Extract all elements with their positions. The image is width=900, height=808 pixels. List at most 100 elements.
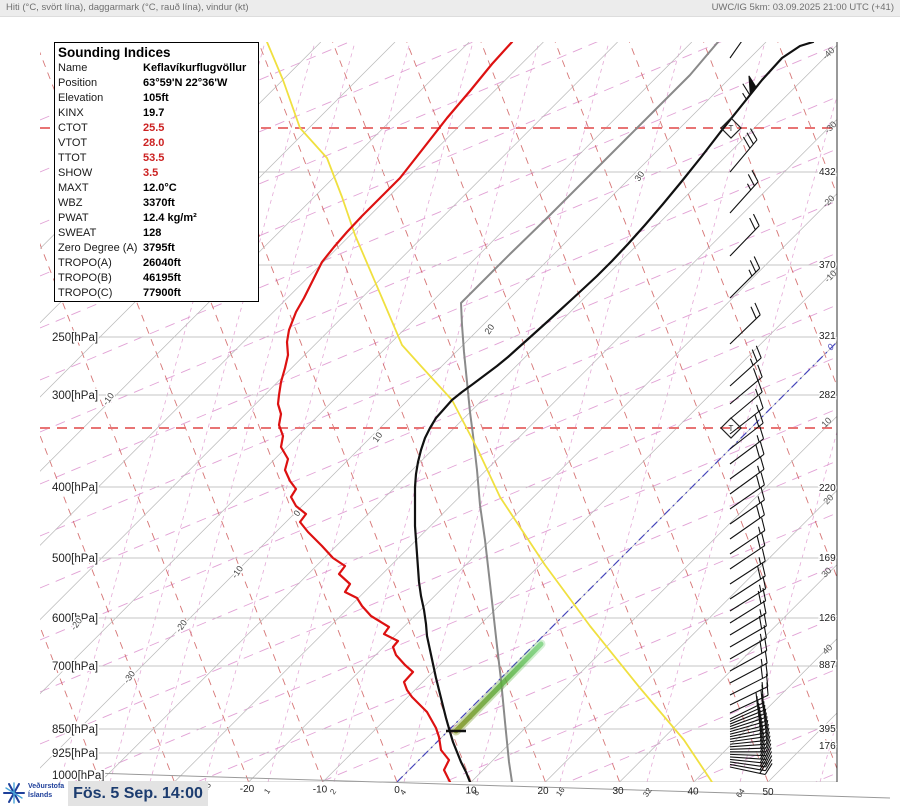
isotherm-exit-label: 0 [825, 342, 836, 353]
index-row: VTOT 28.0 [55, 136, 258, 151]
wind-barb [729, 575, 767, 612]
index-value: 26040ft [143, 257, 181, 269]
dry-adiabat-line [183, 42, 472, 782]
index-label: VTOT [58, 137, 88, 149]
temp-axis-label: 30 [612, 786, 624, 797]
isotherm-line [322, 267, 837, 782]
pressure-axis-label: 500[hPa] [52, 553, 98, 565]
index-value: 105ft [143, 92, 169, 104]
index-value: 12.4 kg/m² [143, 212, 197, 224]
index-label: TROPO(C) [58, 287, 113, 299]
mixing-ratio-label: 4 [398, 787, 408, 796]
wind-barb [729, 762, 773, 776]
wind-barb [729, 128, 758, 173]
temp-axis-label: 20 [537, 786, 549, 797]
height-axis-label: 169 [819, 553, 836, 564]
index-value: 46195ft [143, 272, 181, 284]
wind-barb [729, 746, 772, 760]
wind-barb [729, 410, 764, 450]
index-value: 12.0°C [143, 182, 177, 194]
wind-barb [729, 548, 766, 585]
index-row: MAXT 12.0°C [55, 181, 258, 196]
temp-axis-label: 50 [762, 787, 774, 798]
dry-adiabat-line [109, 42, 398, 782]
temp-axis-label: 40 [687, 787, 699, 798]
index-row: TROPO(C) 77900ft [55, 286, 258, 301]
top-status-bar: Hiti (°C, svört lína), daggarmark (°C, r… [0, 0, 900, 17]
wind-barb [729, 587, 767, 624]
wind-barb [729, 42, 742, 59]
wind-barb [729, 502, 765, 540]
wind-barb [729, 379, 763, 420]
wind-barb [729, 441, 765, 480]
bottom-axis-line [91, 772, 891, 799]
moist-adiabat-line [40, 408, 837, 745]
index-label: Zero Degree (A) [58, 242, 138, 254]
pressure-axis-label: 250[hPa] [52, 332, 98, 344]
moist-adiabat-line [566, 668, 837, 782]
height-axis-label: 126 [819, 613, 836, 624]
temp-axis-label: -10 [313, 784, 328, 795]
temp-axis-label: 10 [465, 785, 477, 796]
height-axis-label: 370 [819, 260, 836, 271]
moist-adiabat-line [443, 616, 837, 782]
wind-barb [729, 750, 772, 764]
wind-barb [729, 487, 765, 525]
isotherm-line [470, 415, 837, 782]
wind-barb [729, 472, 765, 510]
height-axis-label: 176 [819, 741, 836, 752]
height-axis-label: 220 [819, 483, 836, 494]
index-label: TROPO(A) [58, 257, 112, 269]
pressure-axis-label: 400[hPa] [52, 482, 98, 494]
index-value: 28.0 [143, 137, 165, 149]
parcel-ascent-line [453, 641, 544, 734]
dewpoint-curve [276, 42, 514, 782]
pressure-axis-label: 1000[hPa] [52, 770, 104, 782]
aux-curve [266, 42, 713, 782]
logo-text-line2: Íslands [28, 792, 53, 799]
index-value: 63°59'N 22°36'W [143, 77, 228, 89]
wind-barb [729, 754, 773, 768]
index-row: SWEAT 128 [55, 226, 258, 241]
isotherm-line [40, 42, 396, 398]
wind-barb [729, 720, 769, 740]
index-label: WBZ [58, 197, 83, 209]
isotherm-line [545, 489, 837, 782]
wind-barb [729, 704, 766, 730]
height-axis-label: 395 [819, 724, 836, 735]
wind-barb [729, 345, 762, 387]
index-row: Position 63°59'N 22°36'W [55, 76, 258, 91]
wind-barb [730, 739, 771, 753]
isotherm-line [248, 193, 837, 782]
pressure-axis-label: 700[hPa] [52, 661, 98, 673]
model-run-caption: UWC/IG 5km: 03.09.2025 21:00 UTC (+41) [711, 2, 894, 13]
isotherm-line [40, 42, 470, 472]
wind-barb [729, 256, 761, 299]
index-value: 53.5 [143, 152, 165, 164]
height-axis-label: 321 [819, 331, 836, 342]
moist-adiabat-line [195, 512, 837, 782]
index-value: 3370ft [143, 197, 175, 209]
wind-barb [729, 735, 771, 750]
pressure-axis-label: 300[hPa] [52, 390, 98, 402]
valid-time-box: Fös. 5 Sep. 14:00 [68, 781, 208, 806]
index-label: TTOT [58, 152, 87, 164]
index-label: SWEAT [58, 227, 97, 239]
valid-time-label: Fös. 5 Sep. 14:00 [73, 784, 203, 802]
index-value: 19.7 [143, 107, 165, 119]
wind-barb [729, 532, 766, 570]
index-row: KINX 19.7 [55, 106, 258, 121]
pressure-axis-label: 850[hPa] [52, 724, 98, 736]
pressure-axis-label: 925[hPa] [52, 748, 98, 760]
dry-adiabat-line [406, 42, 695, 782]
zero-isotherm-line [396, 341, 837, 782]
snowflake-icon [3, 782, 25, 804]
index-label: Name [58, 62, 88, 74]
temp-axis-label: -20 [240, 784, 255, 795]
indices-title: Sounding Indices [58, 45, 171, 60]
index-value: 128 [143, 227, 162, 239]
moist-adiabat-line [40, 356, 837, 693]
dry-adiabat-line [554, 42, 837, 770]
index-row: TTOT 53.5 [55, 151, 258, 166]
